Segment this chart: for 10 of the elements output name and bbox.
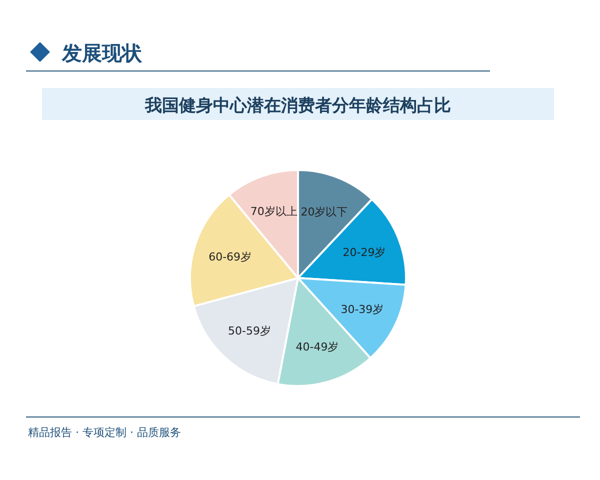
slice-label: 40-49岁 [296,340,339,354]
slice-label: 30-39岁 [340,302,384,316]
slice-label: 60-69岁 [208,250,252,264]
slice-label: 70岁以上 [250,204,298,218]
slice-label: 20-29岁 [342,246,386,259]
text: 精品报告 · 专项定制 · 品质服务 [28,426,181,439]
chart-subtitle: 发展现状 [61,41,143,65]
chart-title: 我国健身中心潜在消费者分年龄结构占比 [144,96,451,116]
slice-label: 50-59岁 [228,324,272,338]
slice-label: 20岁以下 [300,206,348,219]
